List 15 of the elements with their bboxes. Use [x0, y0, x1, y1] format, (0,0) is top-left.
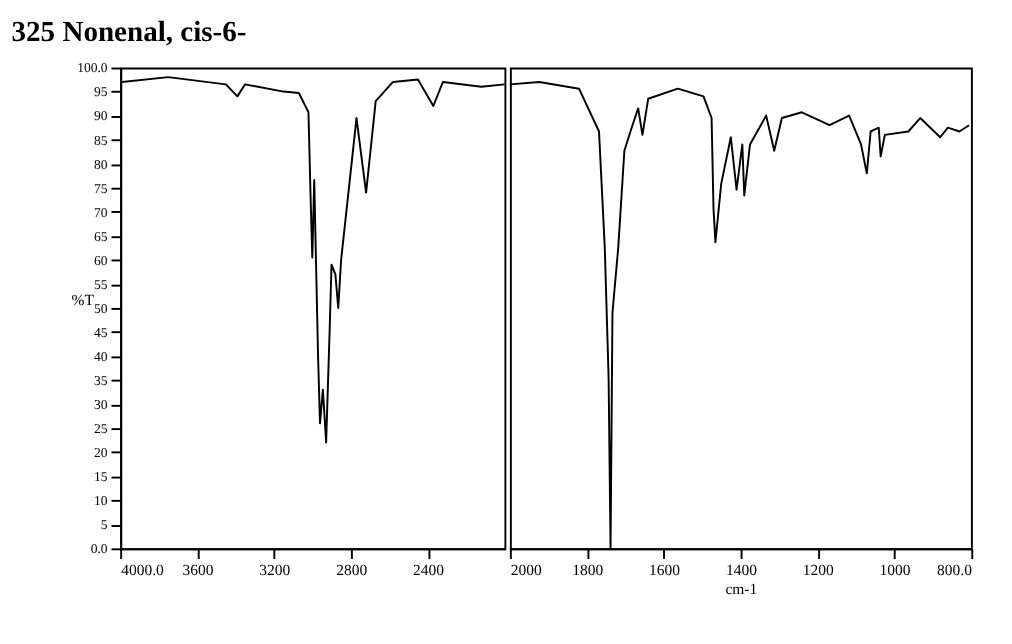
x-tick-label: 1000 [879, 560, 911, 579]
chart-title: 325 Nonenal, cis-6- [11, 17, 247, 50]
y-axis-title: %T [71, 291, 95, 310]
x-tick-label: 2800 [336, 560, 368, 579]
x-tick-label: 4000.0 [121, 560, 165, 579]
x-tick-label: 3600 [182, 560, 214, 579]
x-tick-label: 3200 [259, 560, 291, 579]
x-tick-label: 800.0 [937, 560, 973, 579]
x-tick-label: 1600 [649, 560, 681, 579]
x-tick-label: 2400 [413, 560, 445, 579]
x-tick-label: 1200 [802, 560, 834, 579]
x-tick-label: 1400 [725, 560, 758, 579]
x-tick-label: 2000 [510, 560, 543, 579]
x-tick-label: 1800 [572, 560, 604, 579]
x-axis-title: cm-1 [725, 579, 758, 598]
